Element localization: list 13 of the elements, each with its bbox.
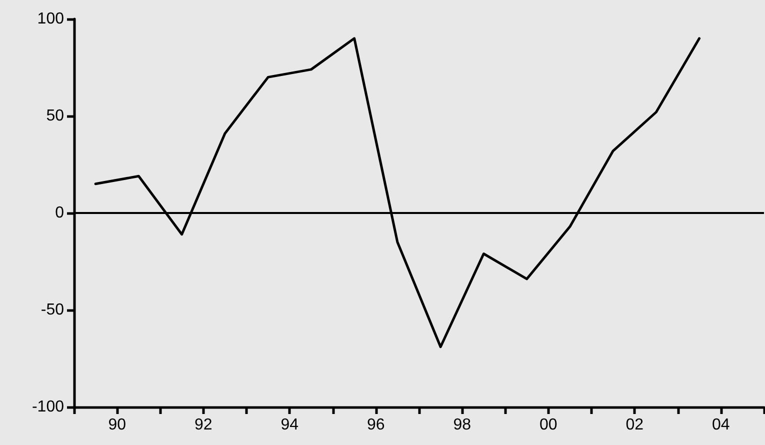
x-tick-label: 94 [280, 416, 299, 434]
y-tick-label: -50 [40, 302, 64, 318]
x-tick-label: 92 [194, 416, 212, 434]
x-tick-label: 04 [712, 416, 730, 434]
x-tick-label: 00 [539, 416, 558, 434]
y-tick-label: 100 [37, 10, 64, 28]
y-tick-label: 0 [55, 204, 64, 222]
x-tick-label: 02 [626, 416, 644, 434]
x-tick-label: 98 [453, 416, 472, 434]
x-tick-label: 90 [108, 416, 126, 434]
y-tick-label: 50 [46, 108, 64, 124]
x-tick-label: 96 [366, 416, 385, 434]
y-tick-label: -100 [32, 398, 64, 416]
